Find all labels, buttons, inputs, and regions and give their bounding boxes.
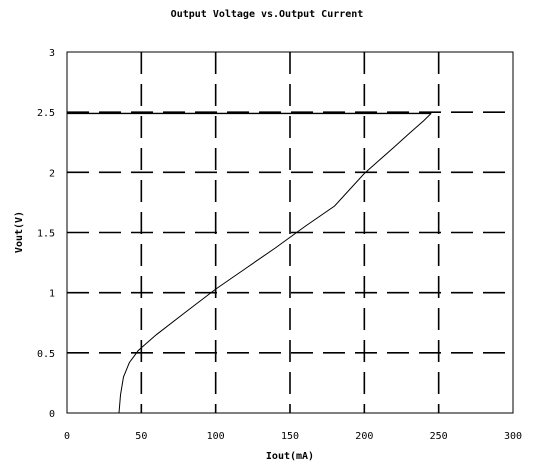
x-tick-label: 200 bbox=[355, 431, 373, 442]
x-tick-label: 250 bbox=[430, 431, 448, 442]
x-axis-label: Iout(mA) bbox=[266, 451, 314, 462]
y-tick-label: 0 bbox=[49, 409, 55, 420]
series-layer bbox=[67, 112, 432, 414]
y-tick-label: 0.5 bbox=[37, 349, 55, 360]
chart-title: Output Voltage vs.Output Current bbox=[171, 9, 364, 20]
series-line-vout-curve bbox=[118, 113, 432, 414]
y-tick-label: 1 bbox=[49, 289, 55, 300]
y-tick-label: 3 bbox=[49, 48, 55, 59]
x-tick-label: 150 bbox=[281, 431, 299, 442]
x-tick-label: 0 bbox=[64, 431, 70, 442]
y-axis-label: Vout(V) bbox=[14, 211, 25, 253]
grid-lines bbox=[67, 52, 513, 413]
y-tick-label: 1.5 bbox=[37, 229, 55, 240]
y-tick-label: 2 bbox=[49, 168, 55, 179]
x-tick-label: 300 bbox=[504, 431, 522, 442]
y-tick-label: 2.5 bbox=[37, 108, 55, 119]
x-tick-labels: 0 50 100 150 200 250 300 bbox=[64, 431, 522, 442]
x-tick-label: 100 bbox=[207, 431, 225, 442]
y-tick-labels: 0 0.5 1 1.5 2 2.5 3 bbox=[37, 48, 55, 420]
plot-frame bbox=[66, 51, 514, 414]
x-tick-label: 50 bbox=[135, 431, 147, 442]
